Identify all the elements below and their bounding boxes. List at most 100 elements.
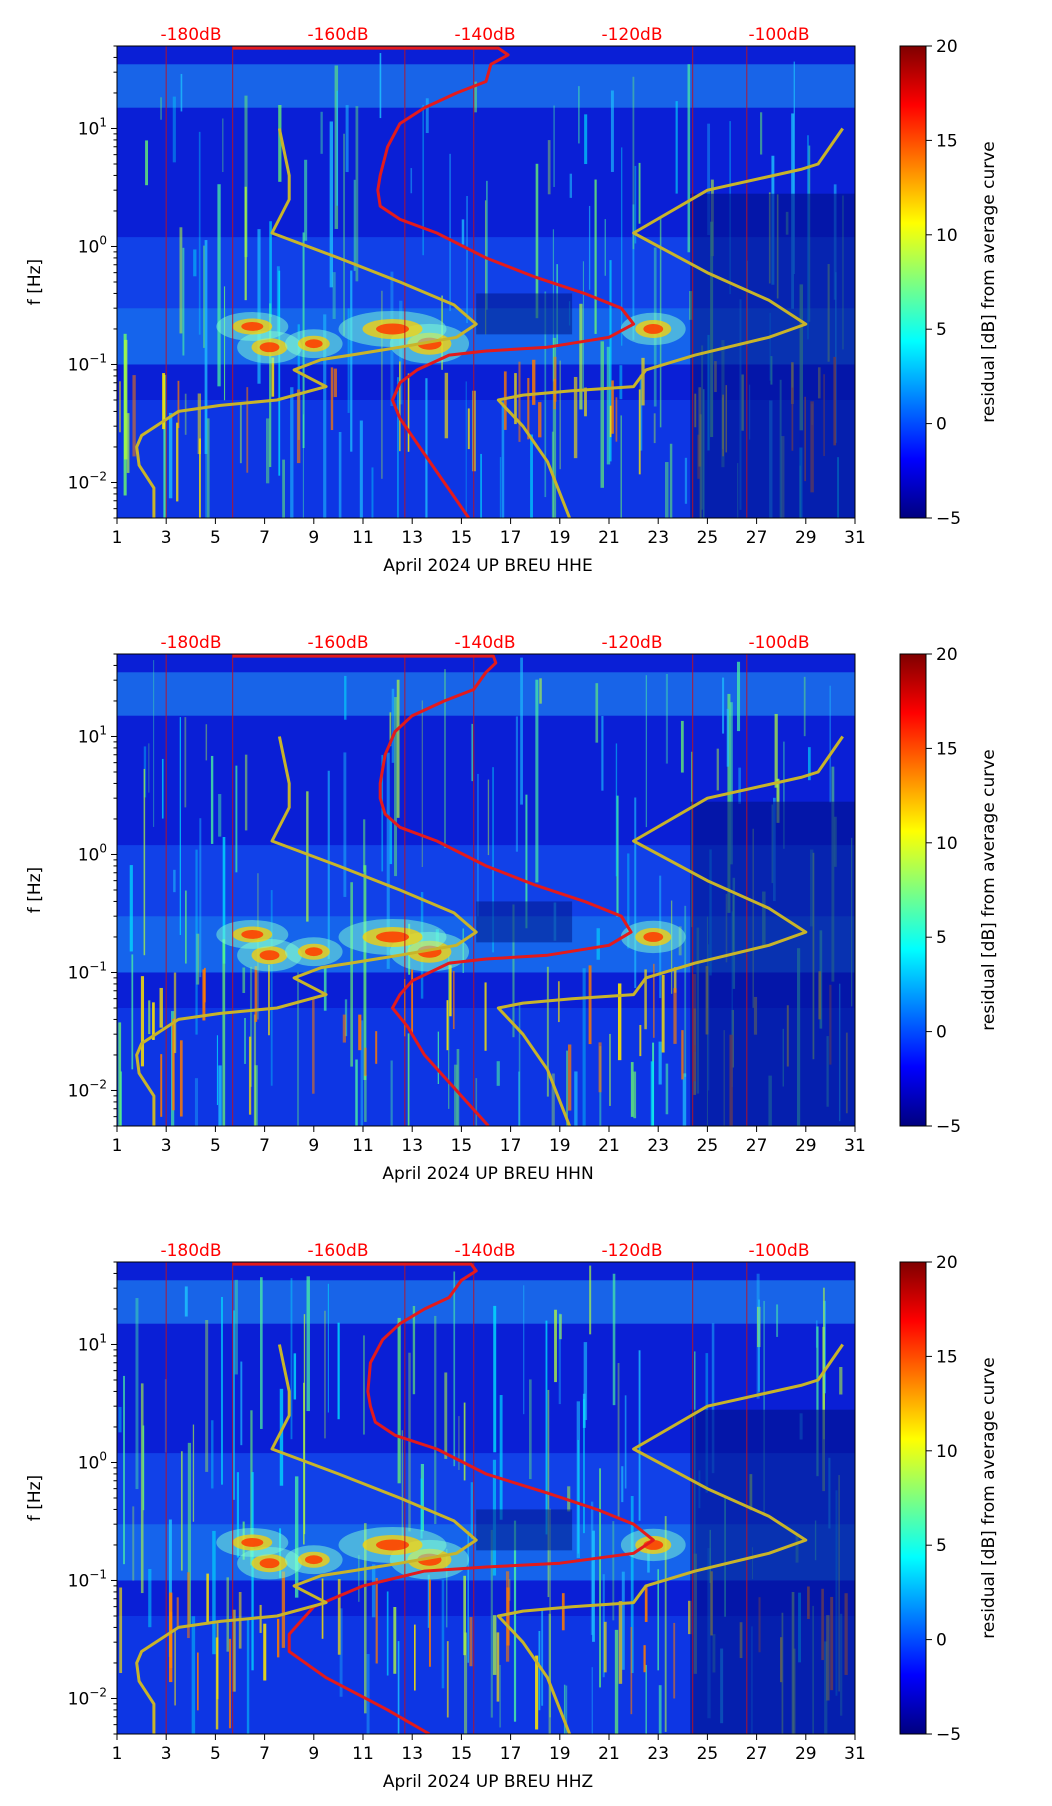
x-tick-label: 27 — [746, 1744, 768, 1764]
x-tick-label: 11 — [352, 528, 374, 548]
noise-model-curve-1 — [135, 1344, 478, 1734]
y-axis-label: f [Hz] — [25, 259, 45, 305]
x-tick-label: 15 — [451, 1136, 473, 1156]
x-tick-label: 23 — [647, 1136, 669, 1156]
db-label: -160dB — [307, 25, 368, 45]
x-tick-label: 5 — [210, 528, 221, 548]
noise-model-curve-1 — [135, 128, 478, 518]
x-tick-label: 19 — [549, 1744, 571, 1764]
colorbar-tick-label: 10 — [936, 1442, 958, 1462]
db-label: -100dB — [748, 633, 809, 653]
db-label: -160dB — [307, 633, 368, 653]
heatmap-area — [117, 1262, 855, 1734]
x-tick-label: 25 — [697, 1744, 719, 1764]
colorbar-tick-label: 5 — [936, 320, 947, 340]
noise-model-curve-2 — [496, 735, 844, 1126]
x-tick-label: 9 — [308, 1744, 319, 1764]
db-label: -120dB — [601, 1241, 662, 1261]
x-tick-label: 23 — [647, 528, 669, 548]
y-axis-label: f [Hz] — [25, 867, 45, 913]
colorbar-tick-label: −5 — [936, 1725, 961, 1745]
x-tick-label: 19 — [549, 1136, 571, 1156]
db-label: -180dB — [160, 1241, 221, 1261]
colorbar-label: residual [dB] from average curve — [979, 1357, 999, 1638]
colorbar-tick-label: 10 — [936, 834, 958, 854]
db-label: -140dB — [454, 633, 515, 653]
colorbar-tick-label: 15 — [936, 131, 958, 151]
y-tick-label: 10−2 — [68, 1685, 107, 1709]
x-tick-label: 27 — [746, 528, 768, 548]
x-axis-label: April 2024 UP BREU HHZ — [383, 1772, 593, 1792]
x-tick-label: 1 — [112, 1744, 123, 1764]
x-tick-label: 29 — [795, 1744, 817, 1764]
x-tick-label: 27 — [746, 1136, 768, 1156]
db-label: -120dB — [601, 633, 662, 653]
psd-curve-red — [232, 654, 633, 1126]
y-tick-label: 10−1 — [68, 959, 107, 983]
colorbar-tick-label: 0 — [936, 1631, 947, 1651]
x-tick-label: 13 — [401, 1744, 423, 1764]
colorbar-tick-label: 20 — [936, 37, 958, 57]
x-tick-label: 17 — [500, 1136, 522, 1156]
heatmap-area — [117, 654, 855, 1126]
db-label: -100dB — [748, 1241, 809, 1261]
colorbar-tick-label: 0 — [936, 1023, 947, 1043]
x-tick-label: 11 — [352, 1744, 374, 1764]
db-label: -180dB — [160, 633, 221, 653]
db-label: -160dB — [307, 1241, 368, 1261]
y-axis-label: f [Hz] — [25, 1475, 45, 1521]
db-label: -120dB — [601, 25, 662, 45]
colorbar — [899, 653, 927, 1127]
x-tick-label: 19 — [549, 528, 571, 548]
heatmap-area — [117, 46, 855, 518]
noise-model-curve-2 — [496, 127, 844, 518]
x-tick-label: 17 — [500, 1744, 522, 1764]
x-tick-label: 15 — [451, 528, 473, 548]
y-tick-label: 101 — [78, 1331, 107, 1355]
x-tick-label: 31 — [844, 1136, 866, 1156]
x-tick-label: 25 — [697, 528, 719, 548]
colorbar — [899, 1261, 927, 1735]
noise-model-curve-2 — [496, 1343, 844, 1734]
x-tick-label: 1 — [112, 1136, 123, 1156]
x-tick-label: 25 — [697, 1136, 719, 1156]
x-tick-label: 15 — [451, 1744, 473, 1764]
db-label: -140dB — [454, 25, 515, 45]
psd-curve-red — [232, 1262, 655, 1734]
y-tick-label: 101 — [78, 115, 107, 139]
x-tick-label: 3 — [161, 1136, 172, 1156]
x-tick-label: 3 — [161, 528, 172, 548]
y-tick-label: 101 — [78, 723, 107, 747]
x-tick-label: 3 — [161, 1744, 172, 1764]
colorbar-label: residual [dB] from average curve — [979, 141, 999, 422]
x-axis-label: April 2024 UP BREU HHN — [382, 1164, 593, 1184]
colorbar-tick-label: 20 — [936, 1253, 958, 1273]
x-tick-label: 5 — [210, 1744, 221, 1764]
x-tick-label: 21 — [598, 528, 620, 548]
y-tick-label: 10−2 — [68, 1077, 107, 1101]
colorbar-tick-label: 5 — [936, 928, 947, 948]
db-label: -100dB — [748, 25, 809, 45]
x-tick-label: 7 — [259, 528, 270, 548]
x-tick-label: 7 — [259, 1136, 270, 1156]
y-tick-label: 100 — [78, 233, 107, 257]
x-tick-label: 29 — [795, 528, 817, 548]
x-axis-label: April 2024 UP BREU HHE — [383, 556, 592, 576]
x-tick-label: 13 — [401, 1136, 423, 1156]
x-tick-label: 7 — [259, 1744, 270, 1764]
x-tick-label: 11 — [352, 1136, 374, 1156]
colorbar-tick-label: 15 — [936, 1347, 958, 1367]
x-tick-label: 23 — [647, 1744, 669, 1764]
db-label: -180dB — [160, 25, 221, 45]
colorbar-tick-label: 20 — [936, 645, 958, 665]
colorbar-tick-label: −5 — [936, 1117, 961, 1137]
x-tick-label: 9 — [308, 1136, 319, 1156]
x-tick-label: 31 — [844, 528, 866, 548]
noise-model-curve-1 — [135, 736, 478, 1126]
colorbar — [899, 45, 927, 519]
colorbar-tick-label: 10 — [936, 226, 958, 246]
x-tick-label: 31 — [844, 1744, 866, 1764]
